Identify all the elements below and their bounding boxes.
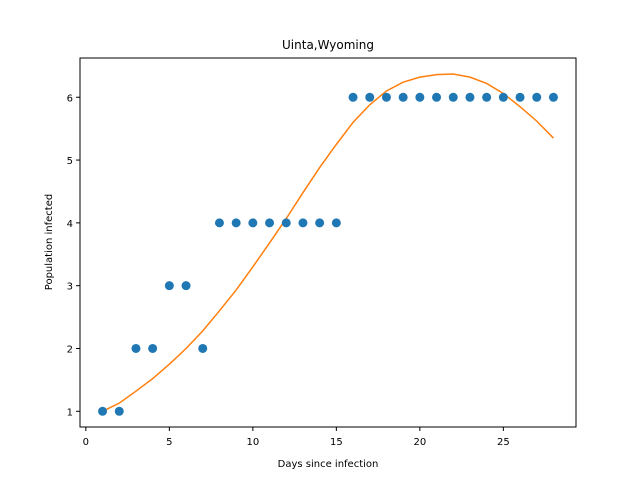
y-axis-label: Population infected <box>44 194 55 290</box>
x-tick-label: 10 <box>246 437 259 448</box>
data-point <box>448 92 458 102</box>
y-tick-label: 6 <box>67 93 73 104</box>
data-point <box>231 218 241 228</box>
data-point <box>398 92 408 102</box>
y-tick-label: 3 <box>67 282 73 293</box>
y-tick-label: 5 <box>67 156 73 167</box>
data-point <box>148 343 158 353</box>
data-point <box>198 343 208 353</box>
data-point <box>315 218 325 228</box>
data-point <box>298 218 308 228</box>
x-tick-label: 5 <box>166 437 172 448</box>
data-point <box>131 343 141 353</box>
x-axis-ticks: 0 5 10 15 20 25 <box>83 427 510 448</box>
data-point <box>281 218 291 228</box>
chart-title: Uinta,Wyoming <box>282 38 374 52</box>
data-point <box>482 92 492 102</box>
x-tick-label: 25 <box>497 437 510 448</box>
plot-frame <box>79 57 577 428</box>
y-axis-ticks: 1 2 3 4 5 6 <box>67 93 80 418</box>
x-tick-label: 20 <box>413 437 426 448</box>
plot-layer <box>98 73 558 416</box>
data-point <box>248 218 258 228</box>
x-tick-label: 0 <box>83 437 89 448</box>
data-point <box>214 218 224 228</box>
data-point <box>532 92 542 102</box>
data-point <box>432 92 442 102</box>
data-point <box>515 92 525 102</box>
data-point <box>498 92 508 102</box>
data-point <box>548 92 558 102</box>
data-point <box>381 92 391 102</box>
data-point <box>98 406 108 416</box>
data-point <box>465 92 475 102</box>
y-tick-label: 1 <box>67 407 73 418</box>
data-point <box>164 281 174 291</box>
y-tick-label: 4 <box>67 219 73 230</box>
data-point <box>331 218 341 228</box>
data-point <box>348 92 358 102</box>
data-point <box>114 406 124 416</box>
x-tick-label: 15 <box>330 437 343 448</box>
data-point <box>265 218 275 228</box>
fit-line <box>102 73 554 412</box>
data-point <box>365 92 375 102</box>
y-tick-label: 2 <box>67 344 73 355</box>
x-axis-label: Days since infection <box>278 459 379 470</box>
data-point <box>181 281 191 291</box>
data-point <box>415 92 425 102</box>
